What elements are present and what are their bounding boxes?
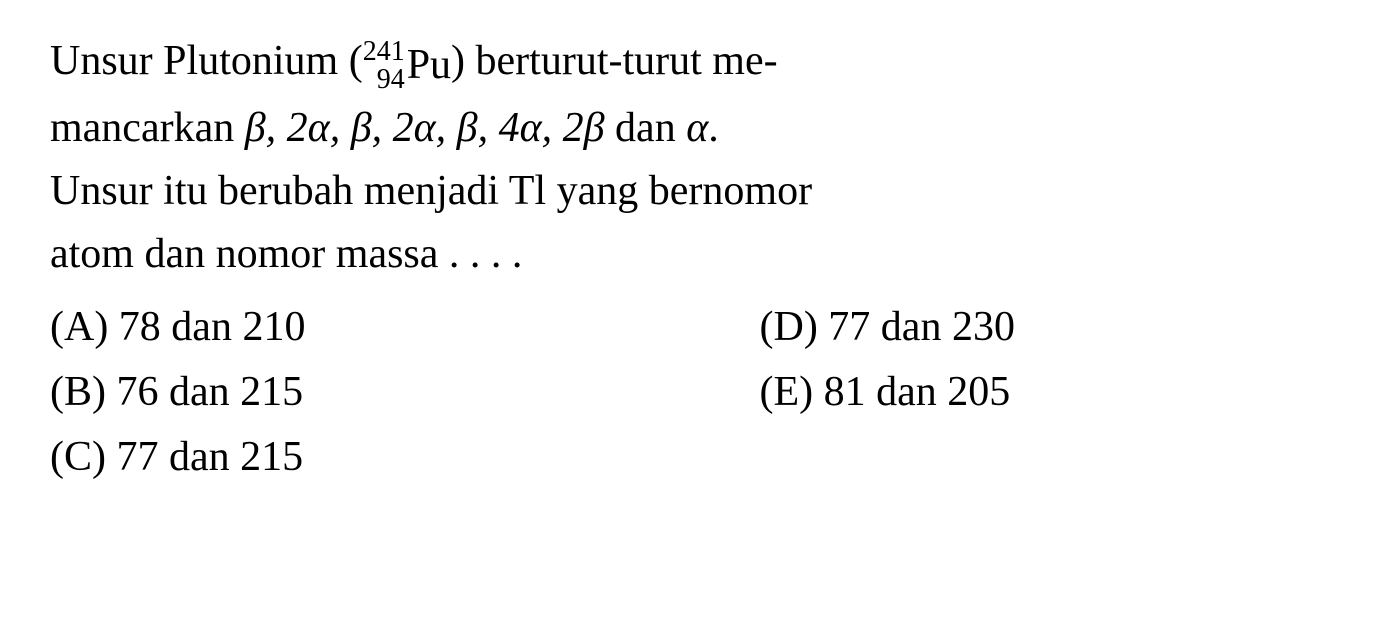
- text-segment: mancarkan: [50, 105, 245, 151]
- options-container: (A) 78 dan 210 (B) 76 dan 215 (C) 77 dan…: [50, 296, 1340, 491]
- option-e: (E) 81 dan 205: [760, 361, 1341, 424]
- text-line3: Unsur itu berubah menjadi Tl yang bernom…: [50, 168, 812, 214]
- option-d: (D) 77 dan 230: [760, 296, 1341, 359]
- text-segment: ) berturut-turut me-: [451, 38, 778, 84]
- isotope-numbers: 24194: [363, 38, 405, 94]
- option-a: (A) 78 dan 210: [50, 296, 760, 359]
- atomic-number: 94: [363, 66, 405, 94]
- text-line4: atom dan nomor massa . . . .: [50, 231, 522, 277]
- option-c: (C) 77 dan 215: [50, 426, 760, 489]
- options-column-2: (D) 77 dan 230 (E) 81 dan 205: [760, 296, 1341, 491]
- decay-sequence: β, 2α, β, 2α, β, 4α, 2β: [245, 105, 605, 151]
- option-b: (B) 76 dan 215: [50, 361, 760, 424]
- text-segment: dan: [605, 105, 687, 151]
- mass-number: 241: [363, 38, 405, 66]
- text-segment: .: [708, 105, 719, 151]
- text-segment: Unsur Plutonium (: [50, 38, 363, 84]
- isotope-notation: 24194Pu: [363, 31, 451, 97]
- decay-last: α: [686, 105, 708, 151]
- element-symbol: Pu: [407, 34, 451, 97]
- options-column-1: (A) 78 dan 210 (B) 76 dan 215 (C) 77 dan…: [50, 296, 760, 491]
- question-text: Unsur Plutonium (24194Pu) berturut-turut…: [50, 30, 1340, 286]
